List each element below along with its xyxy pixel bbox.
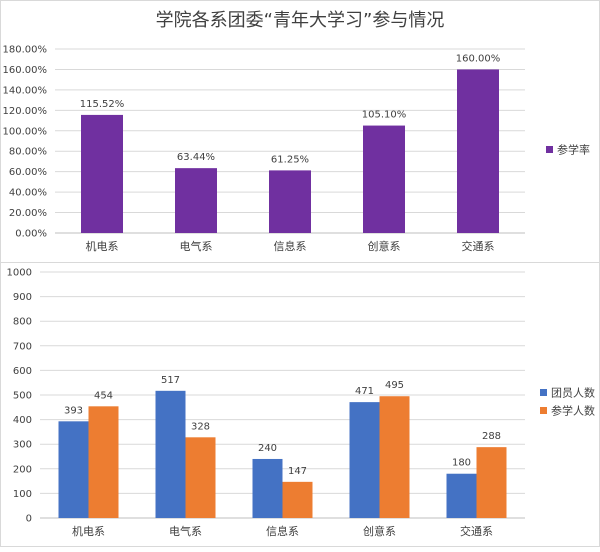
x-tick-label: 信息系	[266, 524, 299, 538]
y-tick-label: 900	[13, 292, 32, 303]
data-label: 147	[288, 466, 307, 477]
data-label: 160.00%	[456, 53, 501, 64]
y-tick-label: 120.00%	[3, 106, 48, 117]
data-label: 495	[385, 380, 404, 391]
legend-swatch	[540, 407, 547, 414]
legend-label: 团员人数	[551, 387, 595, 400]
bar	[363, 125, 405, 233]
y-tick-label: 20.00%	[9, 208, 47, 219]
bar	[81, 114, 123, 233]
bottom-chart: 0 100 200 300 400 500 600 700 800 900 1000 393 517 24…	[7, 268, 595, 539]
bar	[446, 473, 477, 518]
bar	[269, 170, 311, 233]
bar	[88, 406, 119, 518]
y-tick-label: 300	[13, 440, 32, 451]
x-tick-label: 电气系	[180, 239, 213, 253]
x-tick-label: 交通系	[462, 239, 495, 253]
data-label: 61.25%	[271, 154, 309, 165]
bar	[175, 168, 217, 233]
legend-swatch	[546, 146, 553, 153]
y-tick-label: 400	[13, 415, 32, 426]
data-label: 115.52%	[80, 99, 125, 110]
y-tick-label: 140.00%	[3, 85, 48, 96]
y-tick-label: 0	[26, 514, 32, 525]
y-tick-label: 800	[13, 317, 32, 328]
bar	[457, 69, 499, 233]
y-tick-label: 60.00%	[9, 167, 47, 178]
data-label: 471	[355, 386, 374, 397]
x-tick-label: 信息系	[274, 239, 307, 253]
data-label: 517	[161, 375, 180, 386]
data-label: 180	[452, 458, 471, 469]
data-label: 240	[258, 443, 277, 454]
x-tick-label: 机电系	[72, 524, 105, 538]
data-label: 105.10%	[362, 110, 407, 121]
y-tick-label: 180.00%	[3, 45, 48, 56]
x-tick-label: 创意系	[363, 524, 396, 538]
y-tick-label: 40.00%	[9, 188, 47, 199]
chart-title: 学院各系团委“青年大学习”参与情况	[156, 10, 445, 31]
bar	[58, 421, 89, 518]
legend-label: 参学人数	[551, 404, 595, 418]
bar	[155, 390, 186, 518]
bar	[252, 458, 283, 518]
x-tick-label: 创意系	[368, 239, 401, 253]
data-label: 288	[482, 431, 501, 442]
bar	[476, 447, 507, 518]
y-tick-label: 0.00%	[15, 229, 47, 240]
x-tick-label: 机电系	[86, 239, 119, 253]
x-tick-label: 电气系	[169, 524, 202, 538]
data-label: 63.44%	[177, 152, 215, 163]
bar	[349, 402, 380, 518]
y-tick-label: 100	[13, 489, 32, 500]
y-tick-label: 200	[13, 464, 32, 475]
bar	[185, 437, 216, 518]
bar	[379, 396, 410, 518]
legend-swatch	[540, 389, 547, 396]
top-chart: 0.00% 20.00% 40.00% 60.00% 80.00% 100.00% 120.…	[3, 45, 591, 254]
data-label: 454	[94, 390, 113, 401]
data-label: 393	[64, 405, 83, 416]
data-label: 328	[191, 421, 210, 432]
y-tick-label: 500	[13, 391, 32, 402]
y-tick-label: 600	[13, 366, 32, 377]
y-tick-label: 700	[13, 341, 32, 352]
y-tick-label: 80.00%	[9, 147, 47, 158]
y-tick-label: 100.00%	[3, 126, 48, 137]
x-tick-label: 交通系	[460, 524, 493, 538]
y-tick-label: 160.00%	[3, 65, 48, 76]
legend-label: 参学率	[557, 143, 590, 157]
bar	[282, 481, 313, 518]
y-tick-label: 1000	[7, 268, 32, 279]
